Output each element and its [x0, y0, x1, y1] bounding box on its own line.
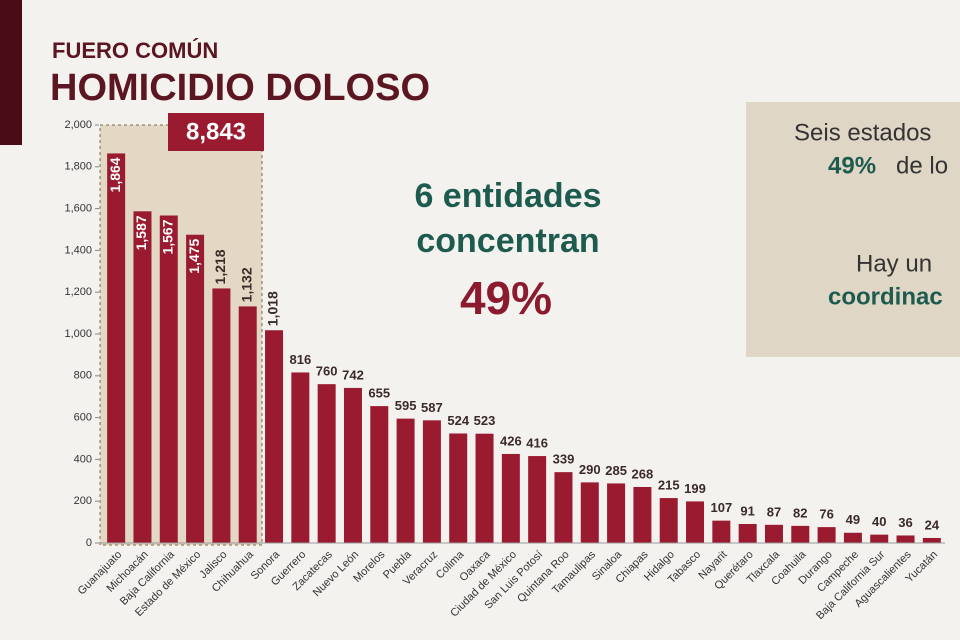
bar	[107, 153, 126, 543]
bar	[449, 433, 468, 543]
bar	[554, 472, 573, 543]
bar	[133, 211, 152, 543]
value-label: 91	[740, 503, 754, 518]
value-label: 290	[579, 462, 601, 477]
value-label: 285	[605, 463, 627, 478]
bar	[265, 330, 284, 543]
total-label: 8,843	[186, 118, 246, 145]
value-label: 1,018	[265, 291, 281, 326]
bar	[370, 406, 389, 543]
value-label: 215	[658, 478, 680, 493]
value-label: 760	[316, 364, 338, 379]
annotation: concentran	[416, 222, 599, 260]
bar	[317, 384, 336, 543]
bar	[633, 486, 652, 543]
bar	[501, 453, 520, 543]
value-label: 87	[767, 504, 781, 519]
bar	[791, 525, 810, 543]
bar	[291, 372, 310, 543]
value-label: 587	[421, 400, 443, 415]
panel-text: coordinac	[828, 283, 943, 310]
value-label: 107	[710, 500, 732, 515]
value-label: 36	[898, 515, 912, 530]
y-tick-label: 1,200	[64, 286, 92, 298]
chart-title: HOMICIDIO DOLOSO	[50, 67, 430, 109]
highlight-box	[99, 124, 263, 546]
bar	[159, 215, 178, 543]
value-label: 1,567	[159, 219, 175, 254]
value-label: 40	[872, 514, 886, 529]
bar	[343, 387, 362, 543]
value-label: 426	[500, 433, 522, 448]
annotation: 6 entidades	[414, 177, 601, 215]
bar	[870, 534, 889, 543]
y-tick-label: 200	[74, 495, 92, 507]
value-label: 82	[793, 505, 807, 520]
y-tick-label: 600	[74, 412, 92, 424]
bar	[528, 456, 547, 543]
bar	[922, 537, 941, 543]
value-label: 1,218	[212, 249, 228, 284]
value-label: 24	[925, 517, 940, 532]
bar	[607, 483, 626, 543]
value-label: 1,864	[107, 157, 123, 192]
y-tick-label: 1,000	[64, 328, 92, 340]
value-label: 816	[289, 352, 311, 367]
panel-text: de lo	[896, 152, 948, 179]
value-label: 595	[395, 398, 417, 413]
bar	[764, 524, 783, 543]
y-tick-label: 1,800	[64, 161, 92, 173]
bar	[712, 520, 731, 543]
bar	[659, 498, 678, 543]
y-tick-label: 1,400	[64, 244, 92, 256]
value-label: 742	[342, 367, 364, 382]
value-label: 1,587	[133, 215, 149, 250]
bar	[212, 288, 231, 543]
value-label: 1,475	[186, 239, 202, 274]
value-label: 524	[447, 413, 469, 428]
bar	[817, 527, 836, 543]
annotation-percent: 49%	[460, 272, 552, 324]
value-label: 268	[632, 466, 654, 481]
y-tick-label: 2,000	[64, 119, 92, 131]
side-panel	[746, 102, 960, 357]
value-label: 416	[526, 435, 548, 450]
bar	[580, 482, 599, 543]
bar	[238, 306, 257, 543]
value-label: 199	[684, 481, 706, 496]
bar	[738, 523, 757, 543]
chart-subtitle: FUERO COMÚN	[52, 38, 218, 63]
value-label: 76	[819, 507, 833, 522]
value-label: 339	[553, 452, 575, 467]
total-box	[168, 113, 264, 151]
bar	[475, 433, 494, 543]
panel-text: Hay un	[856, 250, 932, 277]
bar	[686, 501, 705, 543]
bar	[186, 234, 205, 543]
y-tick-label: 0	[86, 537, 92, 549]
bar	[843, 532, 862, 543]
panel-text: Seis estados	[794, 119, 931, 146]
bar	[396, 418, 415, 543]
y-tick-label: 1,600	[64, 203, 92, 215]
y-tick-label: 800	[74, 370, 92, 382]
value-label: 49	[846, 512, 860, 527]
panel-text: 49%	[828, 152, 876, 179]
edge-stripe	[0, 0, 22, 145]
y-tick-label: 400	[74, 453, 92, 465]
value-label: 1,132	[238, 267, 254, 302]
bar	[422, 420, 441, 543]
value-label: 655	[368, 386, 390, 401]
bar	[896, 535, 915, 543]
value-label: 523	[474, 413, 496, 428]
